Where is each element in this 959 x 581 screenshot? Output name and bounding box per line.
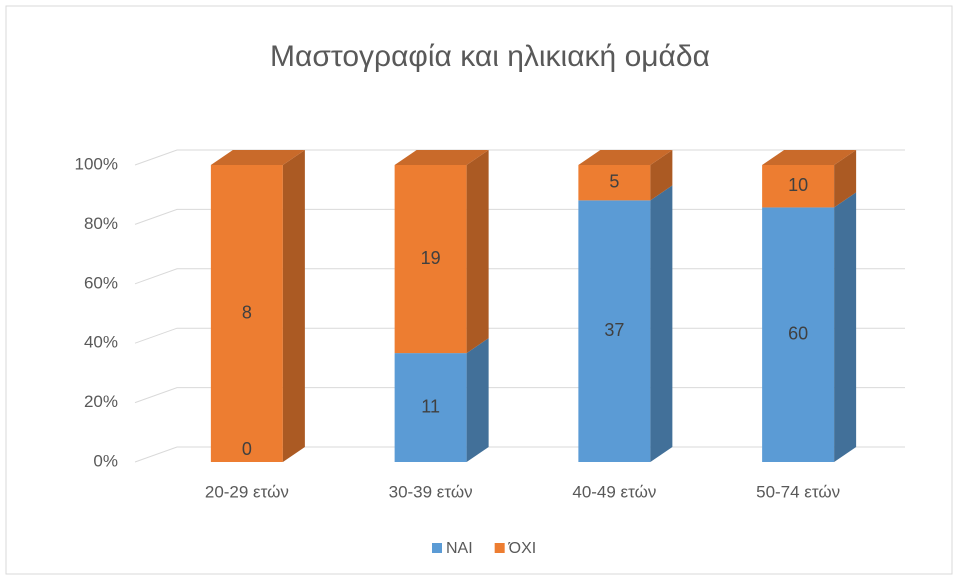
data-label: 5: [609, 171, 619, 191]
bar-top: [210, 150, 305, 165]
data-label: 8: [242, 302, 252, 322]
bar-front: [762, 165, 835, 208]
bar-side: [834, 192, 857, 462]
bar-side: [466, 150, 489, 354]
y-tick-label: 40%: [84, 333, 118, 352]
y-tick-label: 100%: [75, 154, 118, 173]
data-label: 19: [421, 248, 441, 268]
bar-front: [578, 165, 651, 201]
legend-label: ΝΑΙ: [446, 540, 473, 557]
bar-top: [762, 150, 857, 165]
bar-side: [650, 185, 673, 462]
x-tick-label: 40-49 ετών: [572, 482, 656, 501]
data-label: 10: [788, 175, 808, 195]
y-tick-label: 60%: [84, 273, 118, 292]
x-tick-label: 20-29 ετών: [205, 482, 289, 501]
bar-front: [762, 207, 835, 462]
bar-front: [210, 165, 283, 462]
bar-side: [650, 150, 673, 201]
y-tick-label: 80%: [84, 214, 118, 233]
data-label: 60: [788, 323, 808, 343]
x-tick-label: 30-39 ετών: [389, 482, 473, 501]
x-tick-label: 50-74 ετών: [756, 482, 840, 501]
bar-side: [834, 150, 857, 208]
legend-swatch: [494, 543, 505, 553]
bar-front: [394, 353, 467, 462]
legend-label: ΌΧΙ: [508, 540, 537, 557]
bar-side: [466, 338, 489, 462]
y-tick-label: 20%: [84, 392, 118, 411]
data-label: 0: [242, 439, 252, 459]
bar-front: [578, 200, 651, 462]
bar-top: [394, 150, 489, 165]
legend-swatch: [432, 543, 442, 553]
chart-title: Μαστογραφία και ηλικιακή ομάδα: [270, 40, 710, 73]
y-tick-label: 0%: [93, 451, 118, 470]
data-label: 37: [604, 320, 624, 340]
bar-side: [282, 150, 305, 462]
bar-front: [394, 165, 467, 354]
data-label: 11: [421, 396, 440, 416]
bar-top: [578, 150, 673, 165]
